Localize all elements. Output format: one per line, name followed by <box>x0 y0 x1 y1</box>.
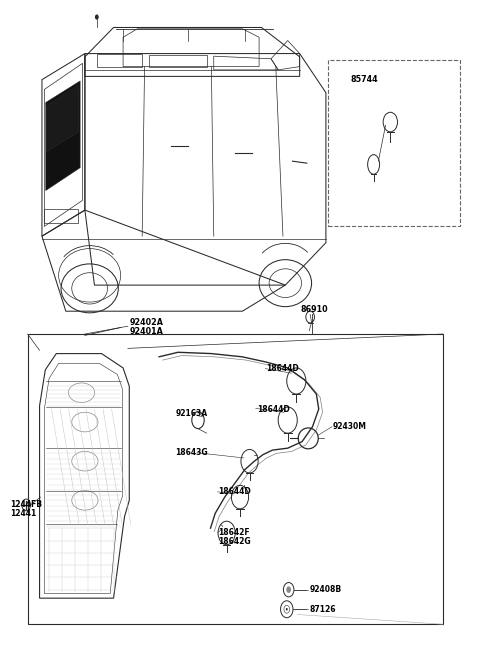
Text: 92401A: 92401A <box>130 327 164 336</box>
Polygon shape <box>47 85 79 151</box>
Text: 85744: 85744 <box>350 75 378 84</box>
Circle shape <box>286 608 288 610</box>
Text: 18642G: 18642G <box>218 537 251 546</box>
Text: 92402A: 92402A <box>130 318 164 327</box>
Text: 1244FB: 1244FB <box>10 500 42 510</box>
Text: 18643G: 18643G <box>176 448 208 457</box>
Text: 18644D: 18644D <box>218 487 251 496</box>
Bar <box>28 334 443 624</box>
Text: 92163A: 92163A <box>176 409 208 418</box>
Text: 92408B: 92408B <box>309 585 341 594</box>
Text: 18644D: 18644D <box>266 364 299 373</box>
Text: 12441: 12441 <box>10 509 36 518</box>
Text: 18644D: 18644D <box>257 405 289 413</box>
Bar <box>44 209 78 223</box>
Text: 18642F: 18642F <box>218 529 250 538</box>
Text: 86910: 86910 <box>300 305 328 314</box>
Text: 87126: 87126 <box>309 605 336 614</box>
Circle shape <box>286 586 291 593</box>
Text: 92430M: 92430M <box>333 422 367 431</box>
Polygon shape <box>46 81 80 191</box>
Circle shape <box>95 14 99 20</box>
Bar <box>328 60 459 227</box>
